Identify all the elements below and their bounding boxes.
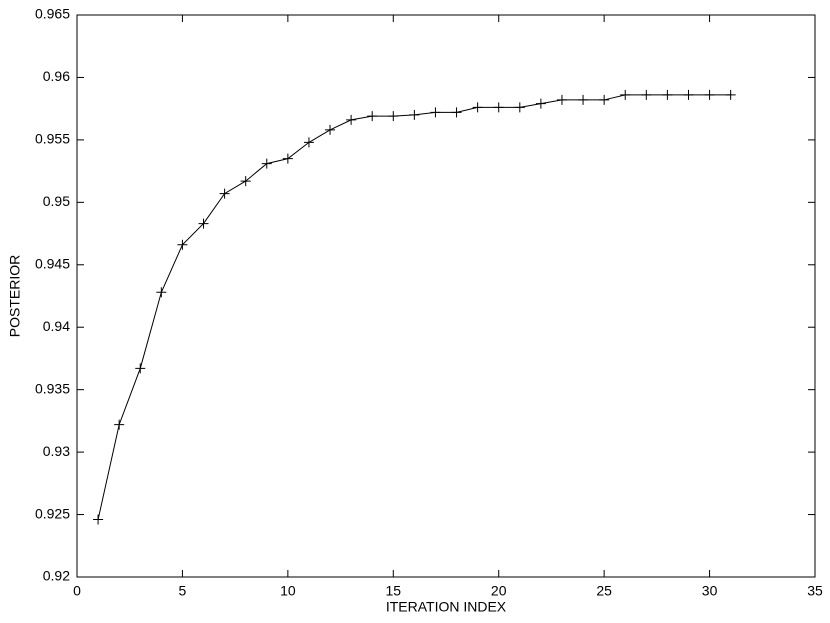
data-point: [346, 114, 357, 125]
data-point: [388, 111, 399, 122]
y-tick-label: 0.92: [43, 568, 70, 584]
data-point: [725, 89, 736, 100]
data-point: [219, 188, 230, 199]
data-line: [97, 94, 731, 520]
y-tick-label: 0.935: [35, 380, 70, 396]
x-tick-label: 30: [702, 583, 718, 599]
data-point: [662, 89, 673, 100]
x-axis-label: ITERATION INDEX: [386, 599, 507, 615]
data-point: [493, 102, 504, 113]
data-point: [514, 102, 525, 113]
x-tick-label: 5: [179, 583, 187, 599]
data-point: [261, 158, 272, 169]
data-point: [472, 102, 483, 113]
y-tick-label: 0.93: [43, 443, 70, 459]
data-point: [641, 89, 652, 100]
x-tick-label: 15: [385, 583, 401, 599]
data-point: [535, 98, 546, 109]
data-point: [599, 94, 610, 105]
data-point: [367, 111, 378, 122]
data-point: [198, 218, 209, 229]
x-tick-label: 10: [280, 583, 296, 599]
x-tick-label: 25: [596, 583, 612, 599]
y-axis-label: POSTERIOR: [7, 255, 23, 337]
y-tick-label: 0.925: [35, 505, 70, 521]
data-point: [240, 176, 251, 187]
data-point: [430, 107, 441, 118]
data-point: [303, 137, 314, 148]
x-tick-label: 35: [807, 583, 823, 599]
y-tick-label: 0.955: [35, 131, 70, 147]
y-tick-label: 0.94: [43, 318, 70, 334]
y-tick-label: 0.96: [43, 68, 70, 84]
data-point: [114, 419, 125, 430]
data-point: [556, 94, 567, 105]
plot-frame: [76, 14, 816, 578]
data-point: [135, 363, 146, 374]
x-tick-label: 0: [73, 583, 81, 599]
data-point: [578, 94, 589, 105]
y-tick-label: 0.95: [43, 193, 70, 209]
x-tick-label: 20: [491, 583, 507, 599]
data-point: [325, 124, 336, 135]
y-tick-label: 0.965: [35, 6, 70, 22]
data-point: [451, 107, 462, 118]
data-point: [177, 239, 188, 250]
data-point: [620, 89, 631, 100]
data-point: [683, 89, 694, 100]
data-point: [282, 153, 293, 164]
data-point: [704, 89, 715, 100]
y-tick-label: 0.945: [35, 255, 70, 271]
data-point: [93, 514, 104, 525]
data-point: [156, 287, 167, 298]
data-point: [409, 109, 420, 120]
